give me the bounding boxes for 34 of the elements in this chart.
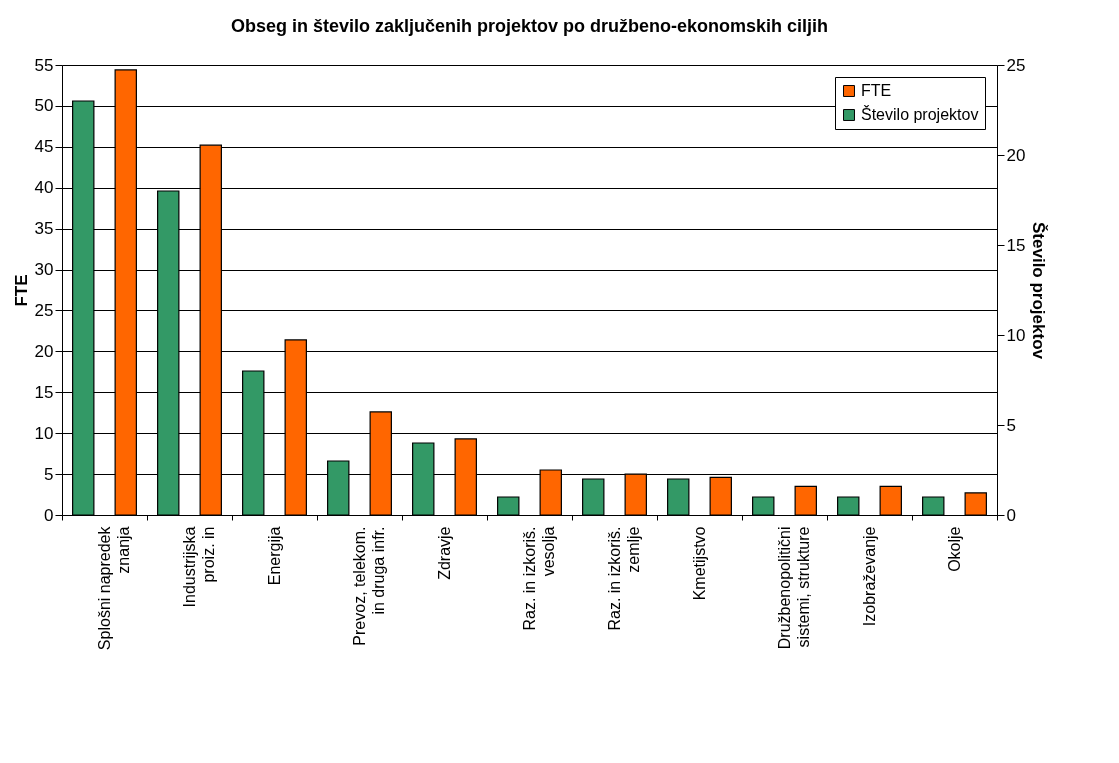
y2-tick-label: 0: [1006, 505, 1016, 525]
legend-label: Število projektov: [861, 105, 979, 123]
x-tick-label: Družbenopolitični sistemi, strukture: [776, 526, 812, 650]
y2-tick-label: 10: [1006, 325, 1026, 345]
x-tick-label: Energija: [266, 526, 283, 586]
x-tick-label: Okolje: [946, 526, 963, 572]
y-tick-label: 35: [34, 219, 54, 239]
y-tick-label: 0: [44, 505, 54, 525]
y2-tick-label: 15: [1006, 235, 1026, 255]
y-tick-label: 5: [44, 464, 54, 484]
x-tick-label: Prevoz, telekom. in druga infr.: [351, 526, 387, 646]
y-tick-label: 20: [34, 341, 54, 361]
y-tick-label: 40: [34, 178, 54, 198]
y-tick-label: 45: [34, 137, 54, 157]
y2-tick-label: 25: [1006, 55, 1026, 75]
y2-tick-label: 5: [1006, 415, 1016, 435]
x-tick-label: Raz. in izkoriš. vesolja: [521, 526, 557, 631]
chart-title: Obseg in število zaključenih projektov po družbeno-ekonomskih ciljih: [230, 16, 829, 36]
x-tick-label: Splošni napredek znanja: [96, 525, 132, 651]
y-tick-label: 50: [34, 96, 54, 116]
x-tick-label: Raz. in izkoriš. zemlje: [606, 526, 642, 631]
y-axis-title: FTE: [11, 274, 31, 307]
y-tick-label: 15: [34, 382, 54, 402]
y2-tick-label: 20: [1006, 145, 1026, 165]
y-tick-label: 25: [34, 300, 54, 320]
legend-label: FTE: [861, 82, 892, 99]
y-tick-label: 10: [34, 423, 54, 443]
y-tick-label: 55: [34, 55, 54, 75]
x-tick-label: Kmetijstvo: [691, 526, 708, 601]
x-tick-label: Zdravje: [436, 526, 453, 580]
x-tick-label: Izobraževanje: [861, 526, 878, 627]
x-tick-label: Industrijska proiz. in: [181, 526, 217, 608]
y2-axis-title: Število projektov: [1029, 222, 1049, 360]
y-tick-label: 30: [34, 260, 54, 280]
